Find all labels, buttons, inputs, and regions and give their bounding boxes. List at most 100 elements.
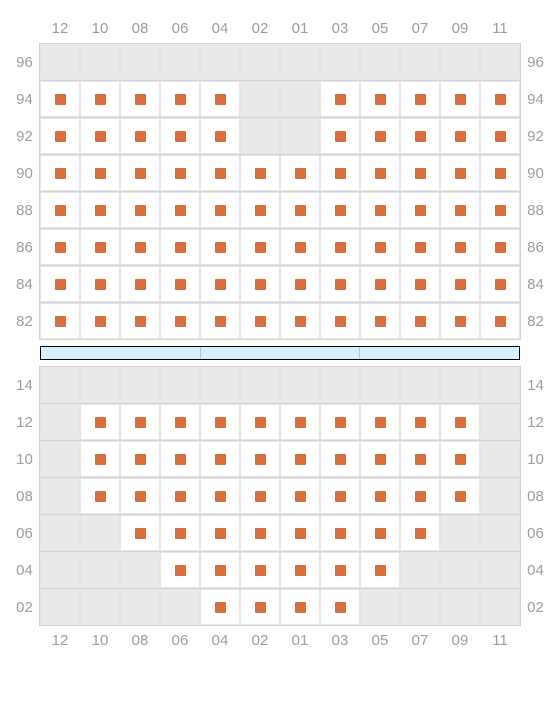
seat-cell[interactable] xyxy=(360,192,400,228)
seat-cell[interactable] xyxy=(400,303,440,339)
seat-cell[interactable] xyxy=(320,515,360,551)
seat-cell[interactable] xyxy=(80,441,120,477)
seat-cell[interactable] xyxy=(40,229,80,265)
seat-cell[interactable] xyxy=(360,266,400,302)
seat-cell[interactable] xyxy=(200,515,240,551)
seat-cell[interactable] xyxy=(400,404,440,440)
seat-cell[interactable] xyxy=(120,303,160,339)
seat-cell[interactable] xyxy=(240,404,280,440)
seat-cell[interactable] xyxy=(200,192,240,228)
seat-cell[interactable] xyxy=(120,81,160,117)
seat-cell[interactable] xyxy=(400,478,440,514)
seat-cell[interactable] xyxy=(200,266,240,302)
seat-cell[interactable] xyxy=(400,441,440,477)
seat-cell[interactable] xyxy=(280,515,320,551)
seat-cell[interactable] xyxy=(320,589,360,625)
seat-cell[interactable] xyxy=(400,155,440,191)
seat-cell[interactable] xyxy=(240,552,280,588)
seat-cell[interactable] xyxy=(360,155,400,191)
seat-cell[interactable] xyxy=(240,515,280,551)
seat-cell[interactable] xyxy=(400,266,440,302)
seat-cell[interactable] xyxy=(400,515,440,551)
seat-cell[interactable] xyxy=(320,118,360,154)
seat-cell[interactable] xyxy=(360,229,400,265)
seat-cell[interactable] xyxy=(320,303,360,339)
seat-cell[interactable] xyxy=(120,192,160,228)
seat-cell[interactable] xyxy=(280,589,320,625)
seat-cell[interactable] xyxy=(280,552,320,588)
seat-cell[interactable] xyxy=(480,81,520,117)
seat-cell[interactable] xyxy=(160,266,200,302)
seat-cell[interactable] xyxy=(200,478,240,514)
seat-cell[interactable] xyxy=(320,192,360,228)
seat-cell[interactable] xyxy=(200,81,240,117)
seat-cell[interactable] xyxy=(80,229,120,265)
seat-cell[interactable] xyxy=(240,303,280,339)
seat-cell[interactable] xyxy=(40,192,80,228)
seat-cell[interactable] xyxy=(320,552,360,588)
seat-cell[interactable] xyxy=(120,229,160,265)
seat-cell[interactable] xyxy=(440,118,480,154)
seat-cell[interactable] xyxy=(480,118,520,154)
seat-cell[interactable] xyxy=(80,118,120,154)
seat-cell[interactable] xyxy=(40,118,80,154)
seat-cell[interactable] xyxy=(200,118,240,154)
seat-cell[interactable] xyxy=(440,266,480,302)
seat-cell[interactable] xyxy=(160,515,200,551)
seat-cell[interactable] xyxy=(40,81,80,117)
seat-cell[interactable] xyxy=(80,266,120,302)
seat-cell[interactable] xyxy=(320,81,360,117)
seat-cell[interactable] xyxy=(80,478,120,514)
seat-cell[interactable] xyxy=(440,478,480,514)
seat-cell[interactable] xyxy=(440,229,480,265)
seat-cell[interactable] xyxy=(200,441,240,477)
seat-cell[interactable] xyxy=(160,192,200,228)
seat-cell[interactable] xyxy=(440,155,480,191)
seat-cell[interactable] xyxy=(160,118,200,154)
seat-cell[interactable] xyxy=(440,81,480,117)
seat-cell[interactable] xyxy=(280,303,320,339)
seat-cell[interactable] xyxy=(320,478,360,514)
seat-cell[interactable] xyxy=(200,229,240,265)
seat-cell[interactable] xyxy=(280,266,320,302)
seat-cell[interactable] xyxy=(240,266,280,302)
seat-cell[interactable] xyxy=(360,515,400,551)
seat-cell[interactable] xyxy=(320,441,360,477)
seat-cell[interactable] xyxy=(40,155,80,191)
seat-cell[interactable] xyxy=(280,441,320,477)
seat-cell[interactable] xyxy=(120,441,160,477)
seat-cell[interactable] xyxy=(480,229,520,265)
seat-cell[interactable] xyxy=(240,229,280,265)
seat-cell[interactable] xyxy=(40,303,80,339)
seat-cell[interactable] xyxy=(240,441,280,477)
seat-cell[interactable] xyxy=(40,266,80,302)
seat-cell[interactable] xyxy=(80,192,120,228)
seat-cell[interactable] xyxy=(360,303,400,339)
seat-cell[interactable] xyxy=(400,81,440,117)
seat-cell[interactable] xyxy=(160,478,200,514)
seat-cell[interactable] xyxy=(400,229,440,265)
seat-cell[interactable] xyxy=(120,155,160,191)
seat-cell[interactable] xyxy=(440,441,480,477)
seat-cell[interactable] xyxy=(200,155,240,191)
seat-cell[interactable] xyxy=(360,552,400,588)
seat-cell[interactable] xyxy=(240,192,280,228)
seat-cell[interactable] xyxy=(480,192,520,228)
seat-cell[interactable] xyxy=(320,266,360,302)
seat-cell[interactable] xyxy=(360,81,400,117)
seat-cell[interactable] xyxy=(240,589,280,625)
seat-cell[interactable] xyxy=(440,192,480,228)
seat-cell[interactable] xyxy=(120,515,160,551)
seat-cell[interactable] xyxy=(120,478,160,514)
seat-cell[interactable] xyxy=(200,303,240,339)
seat-cell[interactable] xyxy=(200,589,240,625)
seat-cell[interactable] xyxy=(480,266,520,302)
seat-cell[interactable] xyxy=(160,81,200,117)
seat-cell[interactable] xyxy=(160,552,200,588)
seat-cell[interactable] xyxy=(280,155,320,191)
seat-cell[interactable] xyxy=(80,404,120,440)
seat-cell[interactable] xyxy=(320,404,360,440)
seat-cell[interactable] xyxy=(280,404,320,440)
seat-cell[interactable] xyxy=(160,229,200,265)
seat-cell[interactable] xyxy=(360,441,400,477)
